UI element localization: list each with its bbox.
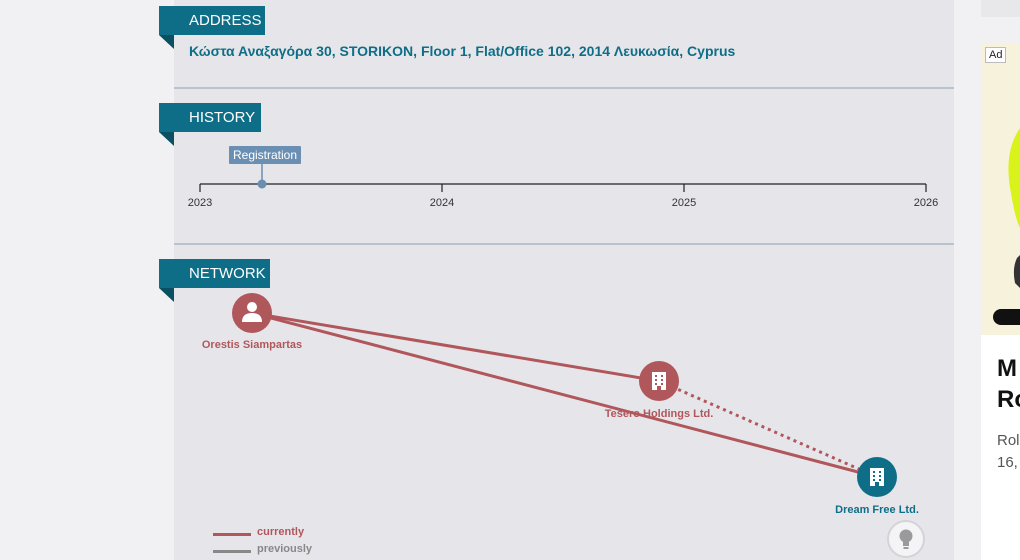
ad-headline-line: Ro xyxy=(997,386,1020,413)
section-divider xyxy=(174,243,954,245)
ad-panel[interactable]: Ad M Ro Rol 16, xyxy=(981,43,1020,560)
address-tab-label: ADDRESS xyxy=(189,12,262,29)
edge-current xyxy=(251,311,660,383)
ad-sub-line: Rol xyxy=(997,432,1020,449)
registration-event-label[interactable]: Registration xyxy=(229,146,302,164)
network-section-tab: NETWORK xyxy=(159,259,270,302)
ad-graphic xyxy=(993,128,1020,325)
ad-badge: Ad xyxy=(985,47,1007,63)
section-divider xyxy=(174,87,954,89)
edge-current xyxy=(251,311,878,479)
node-orestis-siampartas[interactable] xyxy=(232,293,272,333)
ad-top-strip xyxy=(981,0,1020,17)
history-tab-label: HISTORY xyxy=(189,109,256,126)
ad-headline-line: M xyxy=(997,355,1017,382)
ad-headline[interactable]: M Ro xyxy=(997,353,1020,415)
edge-dotted xyxy=(658,379,878,479)
node-label[interactable]: Tesero Holdings Ltd. xyxy=(605,408,714,420)
building-icon xyxy=(652,372,666,390)
company-profile-panel xyxy=(174,0,954,560)
person-icon xyxy=(242,302,262,322)
tab-fold xyxy=(159,132,174,146)
tab-fold xyxy=(159,35,174,49)
lightbulb-icon xyxy=(899,529,913,549)
node-tesero-holdings[interactable] xyxy=(639,361,679,401)
legend-line xyxy=(213,533,251,536)
address-text: Κώστα Αναξαγόρα 30, STORIKON, Floor 1, F… xyxy=(189,43,736,59)
node-label[interactable]: Orestis Siampartas xyxy=(202,339,302,351)
legend-label: previously xyxy=(257,543,313,555)
building-icon xyxy=(870,468,884,486)
node-label[interactable]: Dream Free Ltd. xyxy=(835,504,919,516)
tab-fold xyxy=(159,288,174,302)
network-tab-label: NETWORK xyxy=(189,265,266,282)
year-label: 2026 xyxy=(914,197,938,209)
legend-label: currently xyxy=(257,526,305,538)
node-dream-free[interactable] xyxy=(857,457,897,497)
registration-event-marker[interactable] xyxy=(257,179,267,189)
legend-line xyxy=(213,550,251,553)
year-label: 2023 xyxy=(188,197,212,209)
ad-image[interactable]: Ad xyxy=(981,43,1020,335)
history-section-tab: HISTORY xyxy=(159,103,261,146)
hint-button[interactable] xyxy=(887,520,925,558)
ad-sub-line: 16, xyxy=(997,454,1018,471)
year-label: 2024 xyxy=(430,197,454,209)
year-label: 2025 xyxy=(672,197,696,209)
ad-subtext: Rol 16, xyxy=(997,430,1020,474)
address-section-tab: ADDRESS xyxy=(159,6,265,49)
